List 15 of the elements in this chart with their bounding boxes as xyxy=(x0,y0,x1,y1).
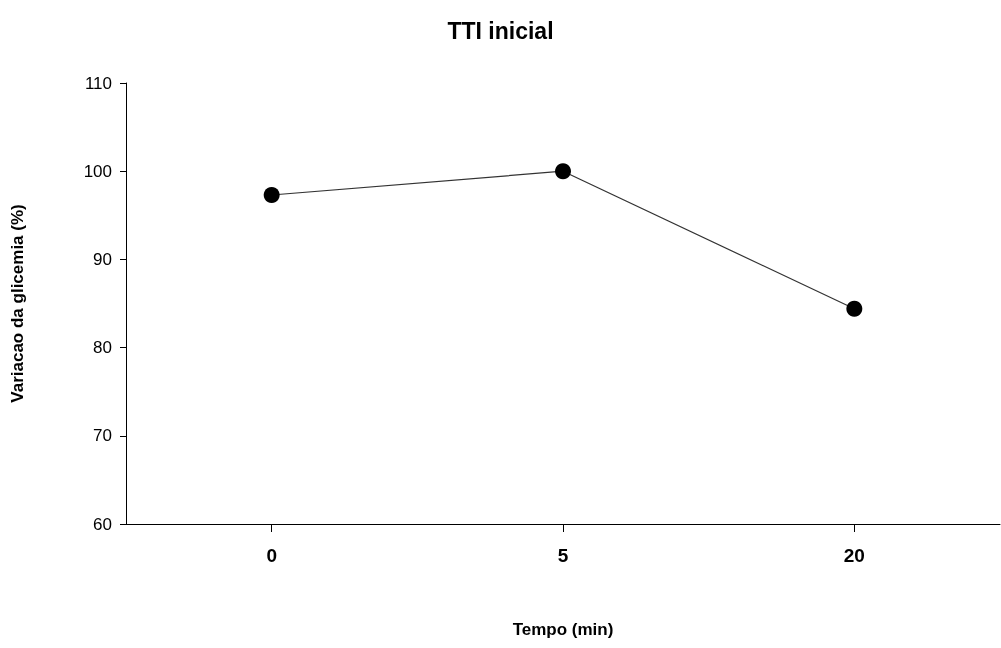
y-tick-label: 70 xyxy=(93,426,112,446)
y-tick-label: 100 xyxy=(83,161,112,181)
y-tick-label: 90 xyxy=(93,249,112,269)
x-tick-label: 0 xyxy=(266,545,277,566)
x-tick-label: 5 xyxy=(557,545,569,566)
point xyxy=(263,187,280,204)
point xyxy=(555,163,571,180)
chart-title: TTI inicial xyxy=(447,17,554,44)
y-tick-label: 60 xyxy=(93,514,112,534)
y-tick-label: 110 xyxy=(84,73,112,93)
y-tick-label: 80 xyxy=(93,338,112,358)
x-tick-label: 20 xyxy=(843,545,865,566)
x-axis-title: Tempo (min) xyxy=(512,620,614,639)
y-axis-title: Variacao da glicemia (%) xyxy=(8,204,27,403)
point xyxy=(846,300,863,317)
